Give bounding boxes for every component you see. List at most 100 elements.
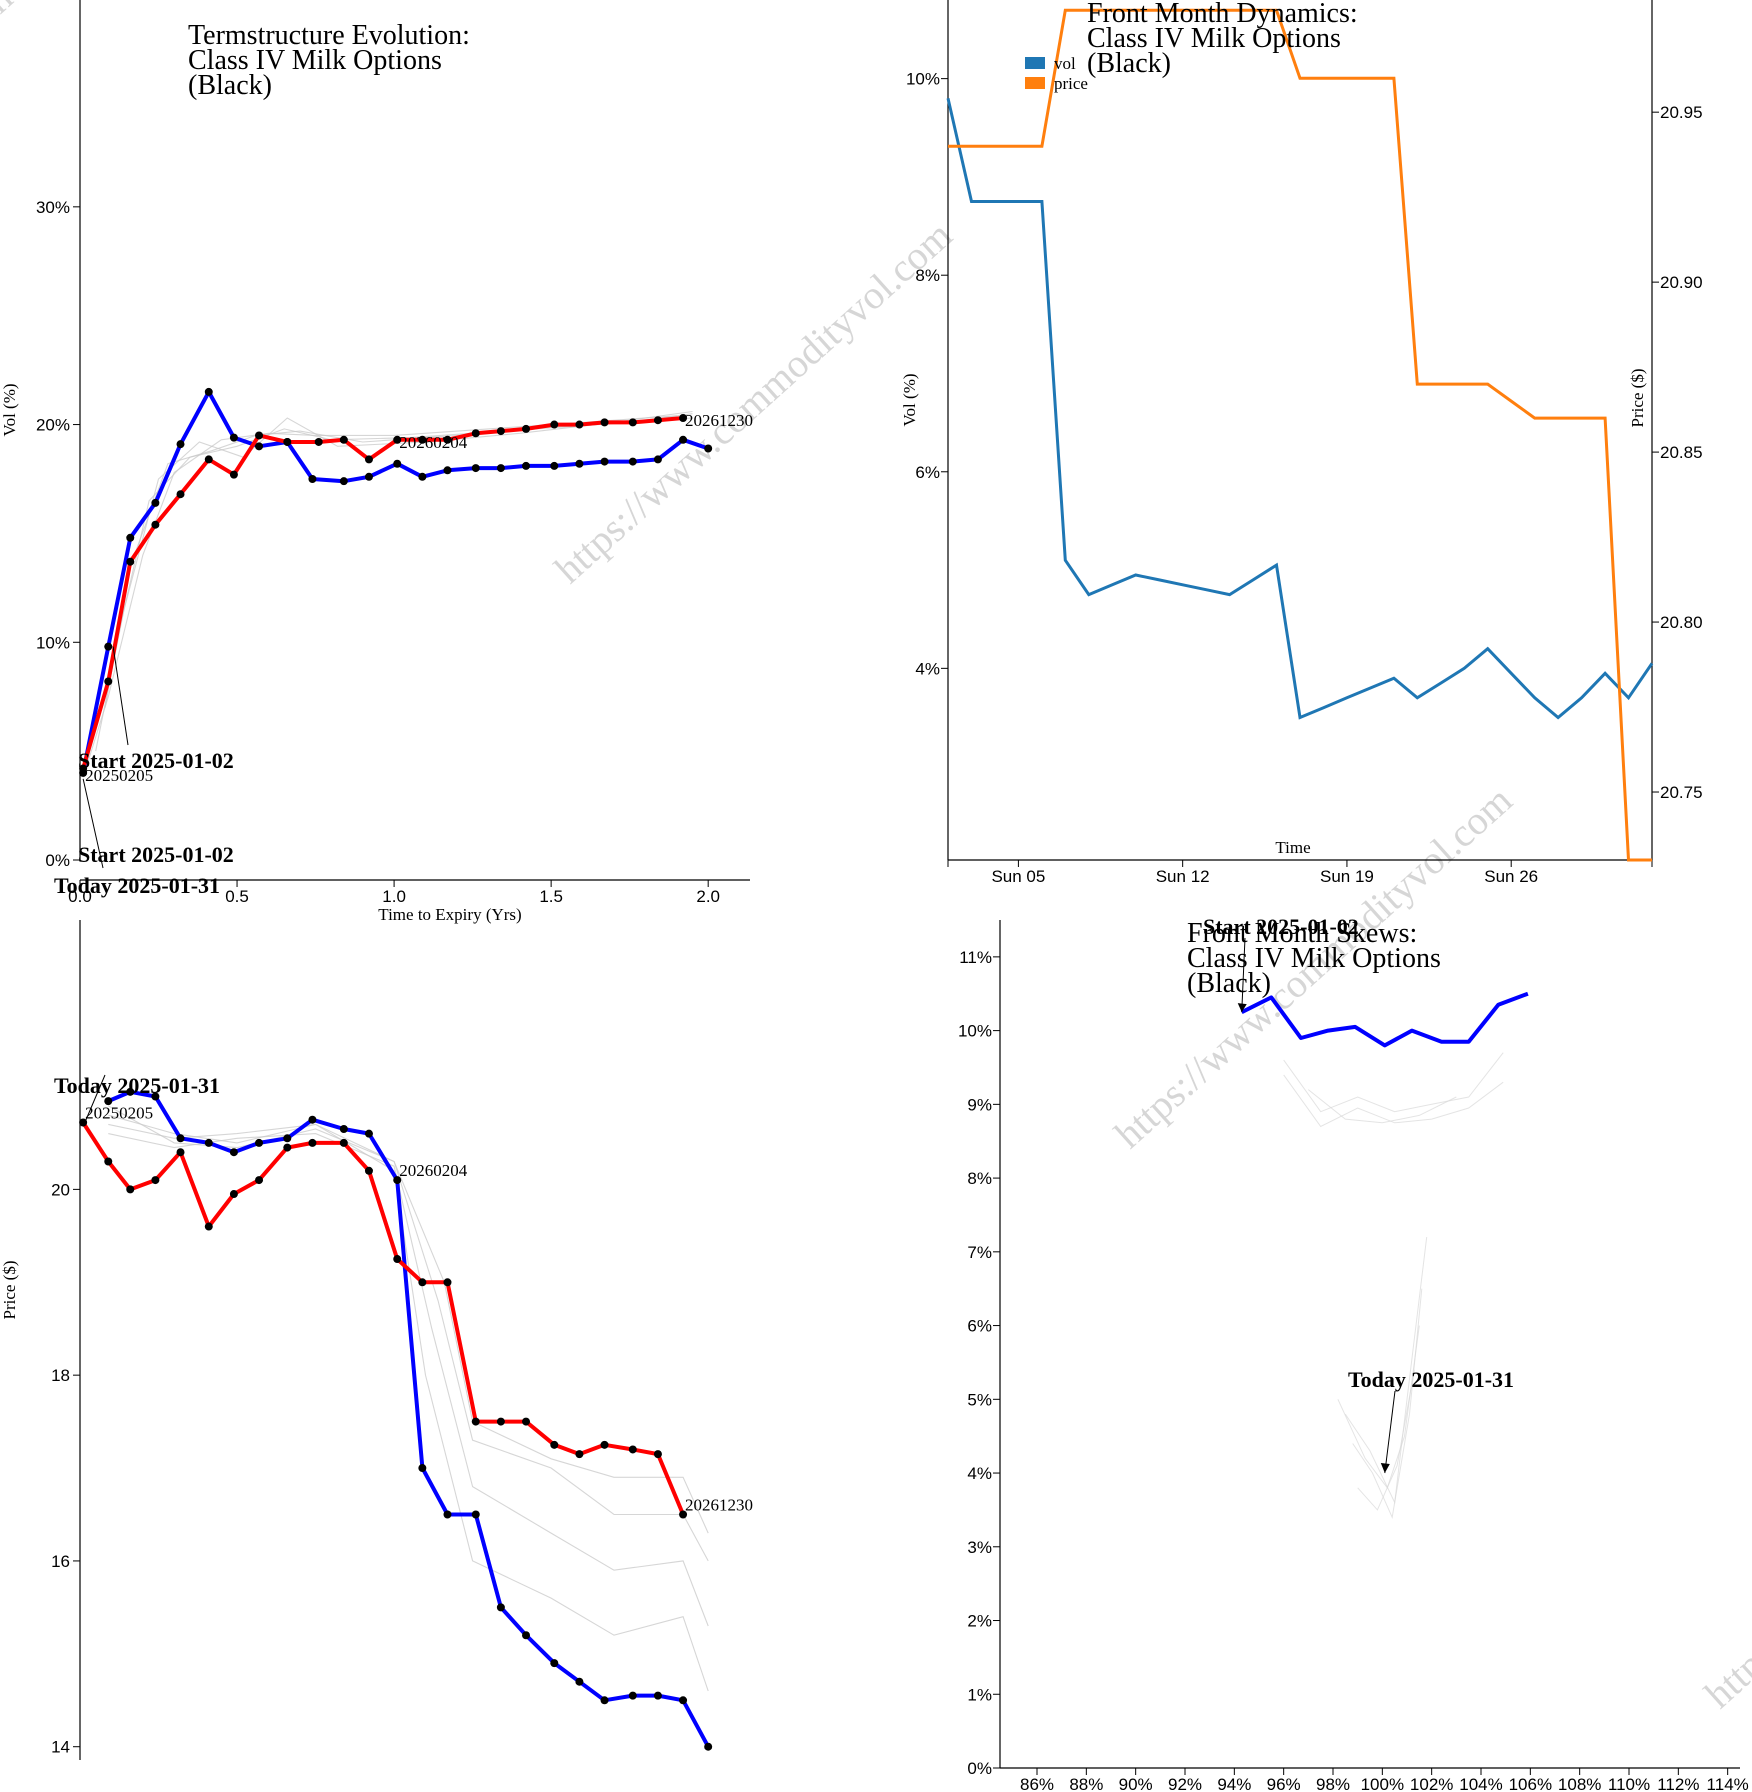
start-point	[255, 1138, 264, 1147]
y-tick-label: 8%	[915, 266, 940, 285]
termstructure-vol-panel: 0% 10% 20% 30% 0.0 0.5 1.0 1.5 2.0 Time to Expiry…	[0, 0, 753, 924]
today-point	[308, 1138, 317, 1147]
y-tick-label: 10%	[958, 1022, 992, 1041]
start-point	[496, 1603, 505, 1612]
y-tick-label: 2%	[967, 1612, 992, 1631]
y-tick-label: 14	[51, 1738, 70, 1757]
front-month-skews-title-line-0: Front Month Skews:	[1187, 918, 1417, 949]
start-point	[418, 472, 427, 481]
expiry-label: 20250205	[85, 766, 153, 785]
today-point	[104, 677, 113, 686]
start-point	[151, 498, 160, 507]
start-point	[471, 1510, 480, 1519]
y-tick-label: 10%	[906, 70, 940, 89]
today-point	[393, 435, 402, 444]
today-point	[600, 418, 609, 427]
start-point	[229, 1148, 238, 1157]
x-tick-label: 0.5	[225, 887, 249, 906]
start-point	[704, 444, 713, 453]
annotation-today: Today 2025-01-31	[54, 1073, 220, 1098]
start-point	[418, 1464, 427, 1473]
today-point	[204, 455, 213, 464]
today-point	[443, 435, 452, 444]
y-tick-label: 16	[51, 1552, 70, 1571]
start-point	[628, 457, 637, 466]
y-tick-label: 0%	[45, 851, 70, 870]
y2-tick-label: 20.80	[1660, 613, 1703, 632]
x-tick-label: 100%	[1361, 1775, 1404, 1792]
today-point	[471, 1417, 480, 1426]
start-point	[575, 1677, 584, 1686]
y-tick-label: 6%	[915, 463, 940, 482]
y-tick-label: 6%	[967, 1317, 992, 1336]
x-tick-label: 86%	[1020, 1775, 1054, 1792]
skew-history-curve-1	[1283, 1052, 1504, 1113]
skew-history-curve-5	[1337, 1325, 1420, 1489]
today-point	[339, 1138, 348, 1147]
x-tick-label: 2.0	[696, 887, 720, 906]
today-point	[104, 1157, 113, 1166]
history-curve-0	[108, 1114, 709, 1692]
front-month-skews-title-line-1: Class IV Milk Options	[1187, 943, 1441, 974]
watermark-layer: https://www.commodityvol.com https://www.…	[0, 0, 1752, 1717]
today-point	[126, 1185, 135, 1194]
start-point	[575, 459, 584, 468]
start-point	[600, 457, 609, 466]
start-point	[522, 461, 531, 470]
start-point	[393, 459, 402, 468]
x-tick-label: 102%	[1410, 1775, 1453, 1792]
y-axis-label: Vol (%)	[900, 373, 919, 426]
today-curve	[81, 416, 684, 770]
front-month-skews-title-line-2: (Black)	[1187, 968, 1271, 999]
front-month-skews-panel: 0% 1% 2% 3% 4% 5% 6% 7% 8% 9% 10% 11% 86% 88% 90% 92% 94…	[958, 914, 1749, 1792]
y-axis-label: Price ($)	[0, 1260, 19, 1319]
today-point	[364, 455, 373, 464]
x-tick-label: 96%	[1267, 1775, 1301, 1792]
start-point	[522, 1631, 531, 1640]
y-tick-label: 7%	[967, 1243, 992, 1262]
y-tick-label: 4%	[967, 1464, 992, 1483]
start-point	[443, 1510, 452, 1519]
history-curve-0	[82, 415, 677, 778]
x-tick-label: 92%	[1168, 1775, 1202, 1792]
start-point	[653, 455, 662, 464]
watermark-text-3: https://www.commodityvol.com	[0, 0, 391, 22]
y-tick-label: 20%	[36, 416, 70, 435]
y-tick-label: 1%	[967, 1685, 992, 1704]
x-tick-label: Sun 12	[1156, 867, 1210, 886]
start-point	[176, 1134, 185, 1143]
expiry-label: 20260204	[399, 1161, 468, 1180]
x-tick-label: Sun 05	[991, 867, 1045, 886]
termstructure-title-line-2: (Black)	[188, 70, 272, 101]
x-tick-label: 1.5	[539, 887, 563, 906]
start-point	[308, 1115, 317, 1124]
start-point	[471, 464, 480, 473]
start-point	[600, 1696, 609, 1705]
start-point	[255, 442, 264, 451]
today-point	[496, 427, 505, 436]
history-curve-1	[108, 1133, 709, 1627]
today-point	[679, 1510, 688, 1519]
annotation-arrow	[1384, 1390, 1396, 1474]
today-point	[628, 418, 637, 427]
today-point	[283, 1143, 292, 1152]
start-point	[151, 1092, 160, 1101]
y2-tick-label: 20.85	[1660, 443, 1703, 462]
annotation-arrow	[82, 778, 104, 869]
annotation-today: Today 2025-01-31	[54, 873, 220, 898]
start-point	[104, 1097, 113, 1106]
today-point	[471, 429, 480, 438]
today-point	[255, 431, 264, 440]
x-tick-label: 112%	[1657, 1775, 1699, 1792]
annotation-arrowhead	[1380, 1463, 1390, 1474]
today-point	[229, 1190, 238, 1199]
price-line	[948, 8, 1652, 862]
x-tick-label: 94%	[1217, 1775, 1251, 1792]
today-point	[151, 520, 160, 529]
annotation-arrow	[1241, 937, 1246, 1013]
start-point	[176, 440, 185, 449]
y2-tick-label: 20.75	[1660, 783, 1703, 802]
start-point	[496, 464, 505, 473]
start-point	[653, 1691, 662, 1700]
annotation-start: Start 2025-01-02	[78, 748, 234, 773]
